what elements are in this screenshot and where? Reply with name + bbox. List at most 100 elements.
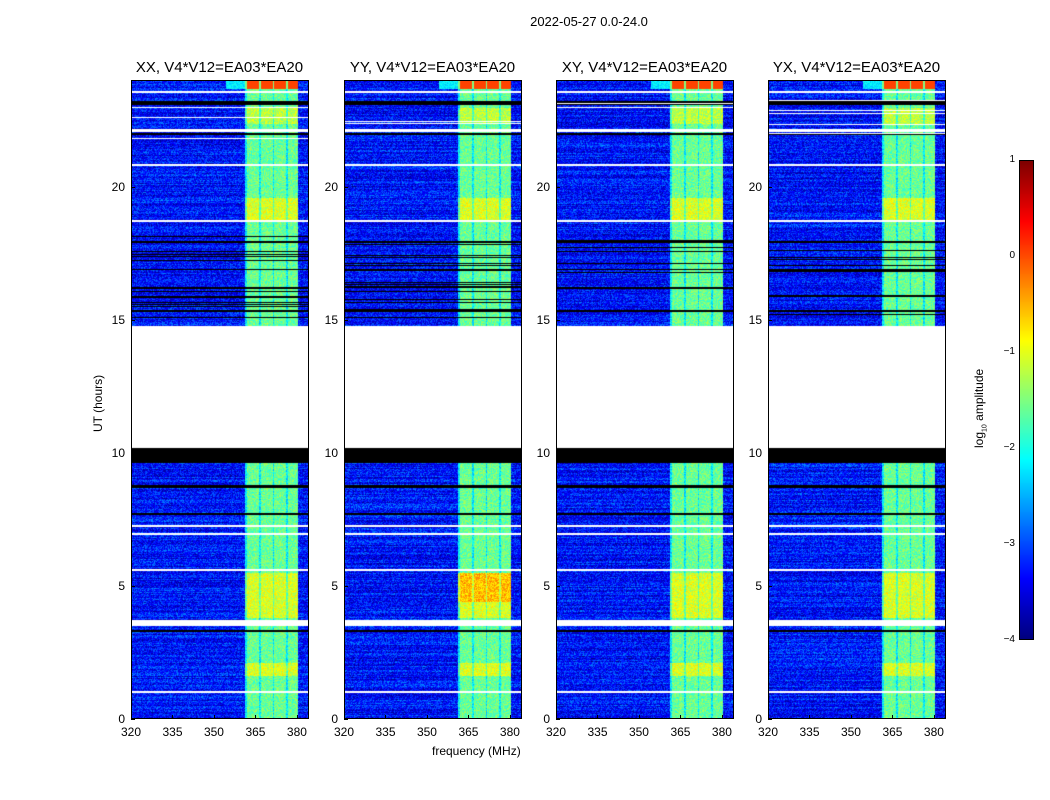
colorbar-gradient — [1020, 161, 1033, 639]
y-tick-mark — [556, 186, 560, 188]
y-tick-label: 10 — [748, 445, 762, 460]
y-tick-label: 15 — [536, 312, 550, 327]
x-tick-label: 380 — [499, 725, 520, 739]
colorbar-tick-label: −2 — [1003, 442, 1015, 453]
colorbar-tick-label: −4 — [1003, 634, 1015, 645]
x-tick-mark — [680, 715, 682, 719]
x-tick-label: 335 — [375, 725, 396, 739]
x-tick-label: 320 — [545, 725, 567, 739]
y-tick-mark — [768, 319, 772, 321]
x-tick-mark — [213, 715, 215, 719]
x-tick-mark — [296, 715, 298, 719]
y-tick-mark — [768, 452, 772, 454]
y-tick-label: 0 — [543, 712, 550, 726]
colorbar-label: log10 amplitude — [972, 369, 992, 448]
y-tick-mark — [344, 719, 348, 720]
x-tick-label: 350 — [840, 725, 861, 739]
y-tick-mark — [131, 585, 135, 587]
y-tick-label: 0 — [755, 712, 762, 726]
x-tick-mark — [597, 715, 599, 719]
x-tick-mark — [172, 715, 174, 719]
y-tick-mark — [768, 585, 772, 587]
y-tick-label: 10 — [536, 445, 550, 460]
x-tick-mark — [344, 715, 345, 719]
y-tick-label: 20 — [536, 179, 550, 194]
y-tick-label: 20 — [111, 179, 125, 194]
x-tick-label: 350 — [416, 725, 437, 739]
y-tick-mark — [556, 319, 560, 321]
heatmap-image — [557, 81, 733, 718]
x-tick-label: 320 — [120, 725, 142, 739]
colorbar — [1019, 160, 1034, 640]
colorbar-tick-label: 0 — [1009, 250, 1015, 261]
heatmap-image — [132, 81, 308, 718]
x-tick-label: 320 — [757, 725, 779, 739]
x-tick-mark — [385, 715, 387, 719]
x-tick-mark — [933, 715, 935, 719]
colorbar-label-main: log — [972, 431, 986, 448]
y-tick-mark — [344, 452, 348, 454]
y-tick-mark — [556, 585, 560, 587]
x-tick-label: 350 — [203, 725, 224, 739]
x-tick-mark — [426, 715, 428, 719]
y-tick-mark — [344, 585, 348, 587]
x-tick-label: 380 — [286, 725, 307, 739]
panel-title: XY, V4*V12=EA03*EA20 — [561, 59, 728, 76]
x-tick-mark — [131, 715, 132, 719]
y-tick-label: 5 — [331, 578, 338, 593]
y-tick-label: 0 — [118, 712, 125, 726]
y-tick-label: 15 — [324, 312, 338, 327]
heatmap-panel — [556, 80, 734, 719]
y-tick-mark — [556, 719, 560, 720]
y-tick-label: 5 — [755, 578, 762, 593]
x-tick-mark — [638, 715, 640, 719]
x-tick-mark — [468, 715, 470, 719]
x-tick-label: 365 — [458, 725, 479, 739]
y-tick-label: 15 — [111, 312, 125, 327]
y-tick-mark — [344, 186, 348, 188]
y-tick-label: 0 — [331, 712, 338, 726]
x-tick-mark — [556, 715, 557, 719]
panel-title: XX, V4*V12=EA03*EA20 — [135, 59, 304, 76]
y-tick-mark — [131, 186, 135, 188]
heatmap-panel — [768, 80, 946, 719]
y-tick-mark — [556, 452, 560, 454]
x-tick-label: 350 — [628, 725, 649, 739]
x-tick-label: 320 — [333, 725, 355, 739]
x-tick-mark — [255, 715, 257, 719]
x-tick-mark — [509, 715, 511, 719]
x-tick-mark — [768, 715, 769, 719]
y-tick-mark — [344, 319, 348, 321]
x-tick-mark — [721, 715, 723, 719]
y-tick-label: 5 — [543, 578, 550, 593]
x-tick-label: 380 — [711, 725, 732, 739]
x-tick-label: 365 — [245, 725, 266, 739]
x-tick-label: 365 — [670, 725, 691, 739]
x-axis-label: frequency (MHz) — [432, 744, 521, 758]
y-tick-label: 20 — [748, 179, 762, 194]
y-tick-label: 10 — [324, 445, 338, 460]
y-tick-label: 20 — [324, 179, 338, 194]
heatmap-panel — [344, 80, 522, 719]
y-tick-mark — [131, 319, 135, 321]
x-tick-label: 335 — [587, 725, 608, 739]
colorbar-label-sub: 10 — [981, 424, 989, 432]
y-tick-label: 10 — [111, 445, 125, 460]
y-tick-mark — [768, 186, 772, 188]
colorbar-tick-label: −3 — [1003, 538, 1015, 549]
heatmap-panel — [131, 80, 309, 719]
x-tick-label: 335 — [799, 725, 820, 739]
colorbar-label-rest: amplitude — [972, 368, 986, 425]
colorbar-tick-label: −1 — [1003, 346, 1015, 357]
figure-title: 2022-05-27 0.0-24.0 — [530, 14, 648, 29]
panel-title: YX, V4*V12=EA03*EA20 — [772, 59, 941, 76]
x-tick-mark — [892, 715, 894, 719]
y-tick-mark — [768, 719, 772, 720]
y-tick-mark — [131, 452, 135, 454]
panel-title: YY, V4*V12=EA03*EA20 — [349, 59, 516, 76]
x-tick-mark — [809, 715, 811, 719]
y-tick-label: 5 — [118, 578, 125, 593]
x-tick-label: 365 — [882, 725, 903, 739]
heatmap-image — [345, 81, 521, 718]
